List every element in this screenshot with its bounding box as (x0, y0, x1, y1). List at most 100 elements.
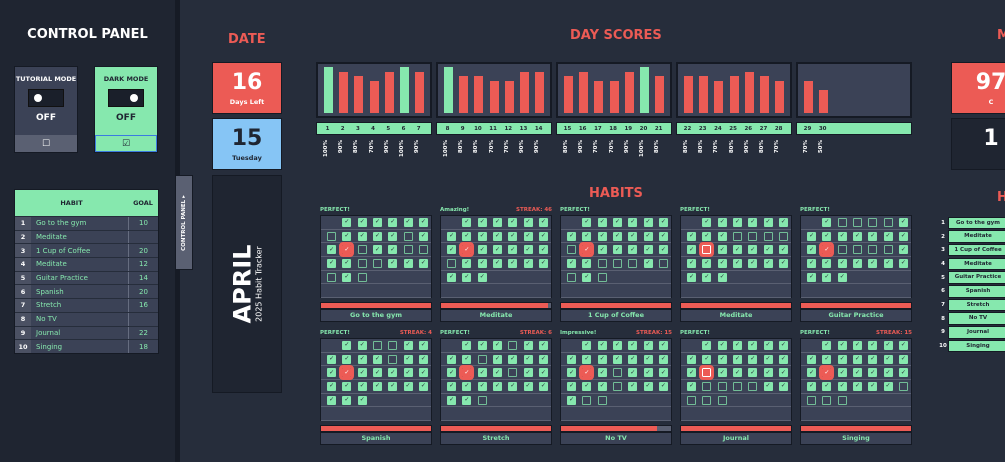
habit-day-checkbox[interactable]: ✓ (778, 368, 788, 378)
tutorial-mode-checkbox[interactable]: ☐ (15, 135, 77, 152)
habit-day-checkbox[interactable]: ✓ (748, 368, 758, 378)
habit-day-checkbox[interactable] (837, 245, 847, 255)
habit-day-checkbox[interactable]: ✓ (702, 231, 712, 241)
habit-day-checkbox[interactable]: ✓ (492, 340, 502, 350)
habit-day-checkbox[interactable]: ✓ (579, 242, 595, 258)
habit-day-checkbox[interactable]: ✓ (717, 217, 727, 227)
habit-day-checkbox[interactable]: ✓ (628, 245, 638, 255)
habit-day-checkbox[interactable]: ✓ (898, 258, 908, 268)
habit-day-checkbox[interactable]: ✓ (388, 231, 398, 241)
habit-day-checkbox[interactable]: ✓ (852, 340, 862, 350)
habit-day-checkbox[interactable]: ✓ (508, 258, 518, 268)
habit-day-checkbox[interactable]: ✓ (508, 245, 518, 255)
control-panel-toggle-tab[interactable]: CONTROL PANEL ▸ (175, 175, 193, 270)
habit-day-checkbox[interactable]: ✓ (523, 217, 533, 227)
habit-day-checkbox[interactable]: ✓ (388, 217, 398, 227)
habit-day-checkbox[interactable]: ✓ (388, 245, 398, 255)
habit-day-checkbox[interactable] (658, 258, 668, 268)
habit-day-checkbox[interactable]: ✓ (477, 245, 487, 255)
habit-day-checkbox[interactable]: ✓ (658, 245, 668, 255)
habit-day-checkbox[interactable]: ✓ (748, 354, 758, 364)
habit-day-checkbox[interactable]: ✓ (327, 368, 337, 378)
habit-day-checkbox[interactable]: ✓ (628, 231, 638, 241)
habit-day-checkbox[interactable] (837, 217, 847, 227)
habit-day-checkbox[interactable]: ✓ (492, 258, 502, 268)
habit-day-checkbox[interactable]: ✓ (807, 258, 817, 268)
habit-day-checkbox[interactable]: ✓ (342, 258, 352, 268)
habit-day-checkbox[interactable] (447, 258, 457, 268)
habit-day-checkbox[interactable]: ✓ (822, 258, 832, 268)
habit-day-checkbox[interactable]: ✓ (643, 245, 653, 255)
habit-day-checkbox[interactable] (837, 395, 847, 405)
dark-mode-checkbox[interactable]: ☑ (95, 135, 157, 152)
habit-day-checkbox[interactable]: ✓ (643, 340, 653, 350)
habit-day-checkbox[interactable] (582, 395, 592, 405)
habit-day-checkbox[interactable]: ✓ (567, 368, 577, 378)
habit-day-checkbox[interactable]: ✓ (643, 381, 653, 391)
habit-day-checkbox[interactable]: ✓ (732, 354, 742, 364)
habit-day-checkbox[interactable]: ✓ (883, 354, 893, 364)
habit-day-checkbox[interactable] (702, 381, 712, 391)
habit-day-checkbox[interactable]: ✓ (372, 217, 382, 227)
habit-day-checkbox[interactable] (357, 245, 367, 255)
habit-day-checkbox[interactable]: ✓ (582, 217, 592, 227)
habit-row[interactable]: 10 Singing 18 (15, 339, 158, 353)
habit-day-checkbox[interactable]: ✓ (898, 368, 908, 378)
habit-day-checkbox[interactable]: ✓ (447, 395, 457, 405)
habit-day-checkbox[interactable]: ✓ (357, 217, 367, 227)
habit-day-checkbox[interactable]: ✓ (339, 242, 355, 258)
habit-day-checkbox[interactable]: ✓ (372, 354, 382, 364)
habit-day-checkbox[interactable]: ✓ (342, 272, 352, 282)
habit-day-checkbox[interactable]: ✓ (372, 245, 382, 255)
habit-day-checkbox[interactable]: ✓ (447, 245, 457, 255)
habit-day-checkbox[interactable] (868, 217, 878, 227)
habit-day-checkbox[interactable]: ✓ (658, 231, 668, 241)
habit-row[interactable]: 2 Meditate (15, 229, 158, 244)
habit-day-checkbox[interactable]: ✓ (477, 340, 487, 350)
habit-day-checkbox[interactable]: ✓ (687, 258, 697, 268)
habit-day-checkbox[interactable]: ✓ (807, 245, 817, 255)
habit-day-checkbox[interactable]: ✓ (327, 354, 337, 364)
habit-day-checkbox[interactable] (628, 258, 638, 268)
habit-day-checkbox[interactable]: ✓ (597, 368, 607, 378)
habit-day-checkbox[interactable]: ✓ (447, 354, 457, 364)
habit-day-checkbox[interactable]: ✓ (612, 231, 622, 241)
habit-day-checkbox[interactable]: ✓ (388, 368, 398, 378)
habit-day-checkbox[interactable] (357, 272, 367, 282)
habit-day-checkbox[interactable]: ✓ (628, 340, 638, 350)
habit-day-checkbox[interactable]: ✓ (658, 381, 668, 391)
habit-day-checkbox[interactable] (763, 231, 773, 241)
habit-day-checkbox[interactable] (883, 217, 893, 227)
habit-day-checkbox[interactable] (852, 217, 862, 227)
habit-day-checkbox[interactable]: ✓ (702, 258, 712, 268)
habit-name[interactable]: Meditate (36, 260, 67, 269)
habit-day-checkbox[interactable]: ✓ (658, 354, 668, 364)
habit-day-checkbox[interactable]: ✓ (868, 258, 878, 268)
habit-day-checkbox[interactable] (807, 395, 817, 405)
habit-day-checkbox[interactable] (477, 395, 487, 405)
habit-day-checkbox[interactable]: ✓ (702, 340, 712, 350)
habit-day-checkbox[interactable]: ✓ (717, 258, 727, 268)
habit-day-checkbox[interactable]: ✓ (372, 368, 382, 378)
habit-day-checkbox[interactable]: ✓ (403, 340, 413, 350)
habit-day-checkbox[interactable]: ✓ (357, 231, 367, 241)
habit-day-checkbox[interactable]: ✓ (492, 217, 502, 227)
habit-day-checkbox[interactable]: ✓ (508, 354, 518, 364)
habit-day-checkbox[interactable]: ✓ (732, 217, 742, 227)
habit-day-checkbox[interactable]: ✓ (597, 354, 607, 364)
habit-day-checkbox[interactable] (732, 381, 742, 391)
habit-day-checkbox[interactable]: ✓ (538, 381, 548, 391)
habit-day-checkbox[interactable]: ✓ (388, 258, 398, 268)
habit-day-checkbox[interactable]: ✓ (807, 354, 817, 364)
habit-day-checkbox[interactable]: ✓ (868, 354, 878, 364)
habit-day-checkbox[interactable]: ✓ (462, 381, 472, 391)
habit-day-checkbox[interactable]: ✓ (403, 368, 413, 378)
habit-day-checkbox[interactable]: ✓ (418, 381, 428, 391)
habit-day-checkbox[interactable]: ✓ (342, 231, 352, 241)
habit-day-checkbox[interactable]: ✓ (852, 381, 862, 391)
habit-day-checkbox[interactable]: ✓ (357, 381, 367, 391)
habit-day-checkbox[interactable]: ✓ (342, 217, 352, 227)
habit-day-checkbox[interactable]: ✓ (597, 231, 607, 241)
habit-day-checkbox[interactable]: ✓ (837, 272, 847, 282)
habit-day-checkbox[interactable]: ✓ (643, 217, 653, 227)
